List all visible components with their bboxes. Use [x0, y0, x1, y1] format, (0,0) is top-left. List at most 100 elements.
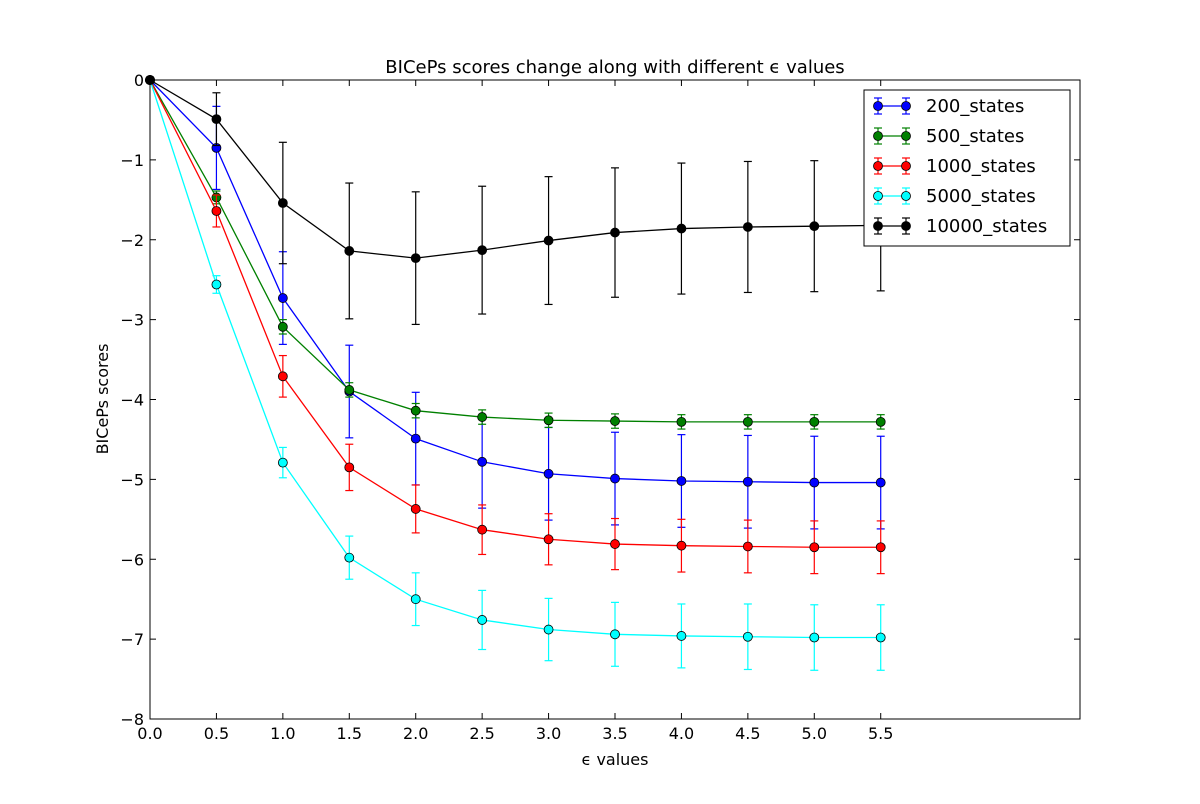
legend-marker: [901, 131, 911, 141]
data-point: [610, 473, 620, 484]
legend: 200_states 500_states 1000_states 5000_stat…: [863, 89, 1071, 247]
data-point: [875, 542, 886, 553]
data-point: [410, 594, 421, 605]
data-point: [875, 632, 886, 643]
data-point: [809, 221, 820, 232]
data-point: [676, 540, 687, 551]
y-tick-label: −4: [120, 391, 144, 410]
data-point: [211, 206, 222, 216]
x-tick-label: 4.0: [669, 724, 694, 743]
legend-marker: [873, 221, 883, 231]
legend-entry-500_states: 500_states: [873, 126, 1024, 147]
data-point: [477, 615, 488, 625]
legend-label: 5000_states: [926, 186, 1036, 207]
data-point: [410, 504, 421, 514]
legend-marker: [873, 101, 883, 111]
data-point: [875, 477, 886, 488]
x-tick-label: 5.0: [802, 724, 827, 743]
legend-entry-1000_states: 1000_states: [873, 156, 1036, 177]
x-tick-label: 1.0: [270, 724, 295, 743]
data-point: [742, 416, 753, 427]
data-point: [610, 539, 620, 549]
legend-marker: [901, 161, 911, 171]
x-tick-label: 4.5: [735, 724, 760, 743]
legend-marker: [873, 131, 883, 141]
legend-marker: [873, 161, 883, 171]
legend-entry-200_states: 200_states: [873, 96, 1024, 117]
data-point: [610, 416, 620, 426]
data-point: [410, 405, 421, 416]
data-point: [543, 235, 554, 246]
y-tick-label: −6: [120, 550, 144, 569]
y-axis-label: BICePs scores: [93, 344, 112, 455]
data-point: [344, 385, 355, 395]
x-tick-label: 3.5: [602, 724, 627, 743]
data-point: [277, 198, 288, 208]
legend-label: 500_states: [926, 126, 1024, 147]
data-point: [676, 631, 687, 641]
data-point: [277, 321, 288, 332]
data-point: [809, 632, 820, 643]
data-point: [543, 468, 554, 479]
legend-label: 200_states: [926, 96, 1024, 117]
data-point: [344, 552, 355, 563]
y-tick-label: 0: [134, 71, 144, 90]
y-tick-label: −3: [120, 311, 144, 330]
data-point: [742, 631, 753, 642]
series-line: [149, 79, 881, 484]
series-500_states: [145, 75, 886, 430]
x-tick-label: 0.5: [204, 724, 229, 743]
data-point: [344, 462, 355, 473]
legend-marker: [901, 221, 911, 231]
data-point: [543, 415, 554, 426]
data-point: [211, 279, 222, 290]
data-point: [676, 476, 687, 486]
data-point: [809, 477, 820, 488]
legend-box: [863, 89, 1071, 247]
legend-label: 1000_states: [926, 156, 1036, 177]
data-point: [543, 624, 554, 635]
data-point: [277, 293, 288, 303]
data-point: [344, 246, 355, 256]
legend-marker: [901, 191, 911, 201]
data-point: [211, 114, 222, 125]
data-point: [477, 245, 488, 256]
x-tick-label: 2.5: [469, 724, 494, 743]
data-point: [610, 629, 620, 640]
data-point: [809, 542, 820, 553]
data-point: [742, 476, 753, 487]
x-axis-label: ϵ values: [582, 750, 649, 769]
data-point: [610, 227, 620, 238]
data-point: [676, 223, 687, 234]
x-tick-label: 0.0: [137, 724, 162, 743]
series-line: [149, 79, 881, 548]
y-tick-label: −2: [120, 231, 144, 250]
legend-entry-5000_states: 5000_states: [873, 186, 1036, 207]
legend-entry-10000_states: 10000_states: [873, 216, 1047, 237]
x-tick-label: 5.5: [868, 724, 893, 743]
data-point: [543, 534, 554, 545]
series-line: [149, 79, 881, 639]
y-tick-label: −7: [120, 630, 144, 649]
data-point: [477, 456, 488, 467]
chart-title: BICePs scores change along with differen…: [385, 57, 844, 78]
data-point: [809, 416, 820, 427]
data-point: [277, 371, 288, 382]
data-point: [277, 457, 288, 468]
data-point: [742, 541, 753, 552]
legend-marker: [873, 191, 883, 201]
y-tick-label: −1: [120, 151, 144, 170]
legend-label: 10000_states: [926, 216, 1047, 237]
y-tick-label: −5: [120, 470, 144, 489]
x-tick-label: 3.0: [536, 724, 561, 743]
x-tick-label: 2.0: [403, 724, 428, 743]
data-point: [676, 416, 687, 427]
series-line: [149, 79, 881, 423]
y-tick-label: −8: [120, 710, 144, 729]
legend-marker: [901, 101, 911, 111]
data-point: [477, 412, 488, 422]
data-point: [477, 524, 488, 535]
data-point: [742, 222, 753, 232]
